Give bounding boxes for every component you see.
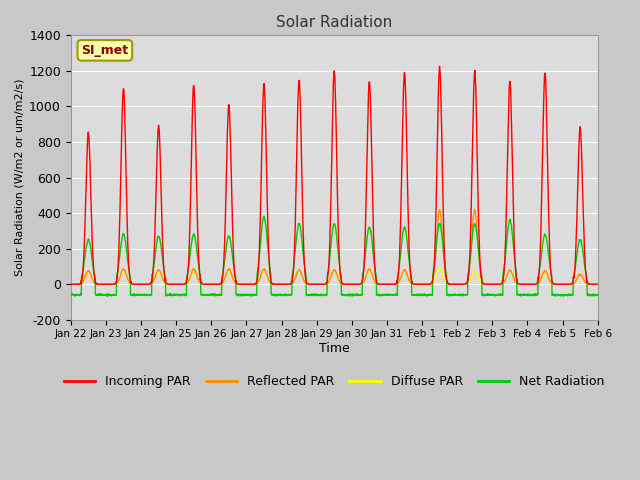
Y-axis label: Solar Radiation (W/m2 or um/m2/s): Solar Radiation (W/m2 or um/m2/s): [15, 79, 25, 276]
X-axis label: Time: Time: [319, 342, 349, 355]
Title: Solar Radiation: Solar Radiation: [276, 15, 392, 30]
Text: SI_met: SI_met: [81, 44, 129, 57]
Legend: Incoming PAR, Reflected PAR, Diffuse PAR, Net Radiation: Incoming PAR, Reflected PAR, Diffuse PAR…: [59, 370, 609, 393]
